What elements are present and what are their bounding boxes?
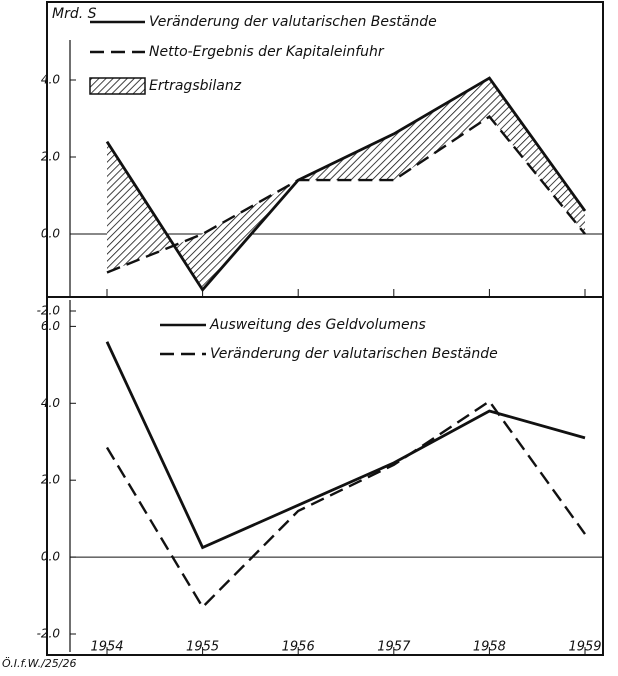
- y-tick-label: 0.0: [41, 227, 60, 241]
- hatched-area: [107, 78, 585, 290]
- y-tick-label: -2.0: [37, 627, 61, 641]
- x-tick-label: 1956: [282, 640, 315, 655]
- y-tick-label: 6.0: [41, 319, 60, 333]
- legend-label: Netto-Ergebnis der Kapitaleinfuhr: [149, 44, 385, 60]
- x-tick-label: 1959: [568, 640, 601, 655]
- legend-label: Ertragsbilanz: [149, 78, 242, 94]
- legend-swatch: [89, 77, 146, 95]
- x-tick-label: 1954: [90, 640, 123, 655]
- line-series: [105, 399, 586, 610]
- line-series: [105, 76, 587, 293]
- x-tick-label: 1955: [186, 640, 219, 655]
- x-tick-label: 1957: [377, 640, 411, 655]
- line-series: [105, 341, 586, 550]
- frame: [46, 1, 604, 656]
- y-tick-label: 0.0: [41, 550, 60, 564]
- legend-label: Veränderung der valutarischen Bestände: [210, 346, 498, 362]
- y-tick-label: 2.0: [41, 473, 60, 487]
- line-series: [106, 114, 586, 274]
- source: Ö.I.f.W./25/26: [2, 657, 77, 670]
- y-unit: Mrd. S: [52, 6, 97, 22]
- legend-label: Veränderung der valutarischen Bestände: [149, 14, 437, 30]
- y-tick-label: 2.0: [41, 150, 60, 164]
- y-tick-label: -2.0: [37, 304, 61, 318]
- legend-label: Ausweitung des Geldvolumens: [209, 317, 426, 333]
- y-tick-label: 4.0: [41, 396, 60, 410]
- y-tick-label: 4.0: [41, 73, 60, 87]
- x-tick-label: 1958: [473, 640, 506, 655]
